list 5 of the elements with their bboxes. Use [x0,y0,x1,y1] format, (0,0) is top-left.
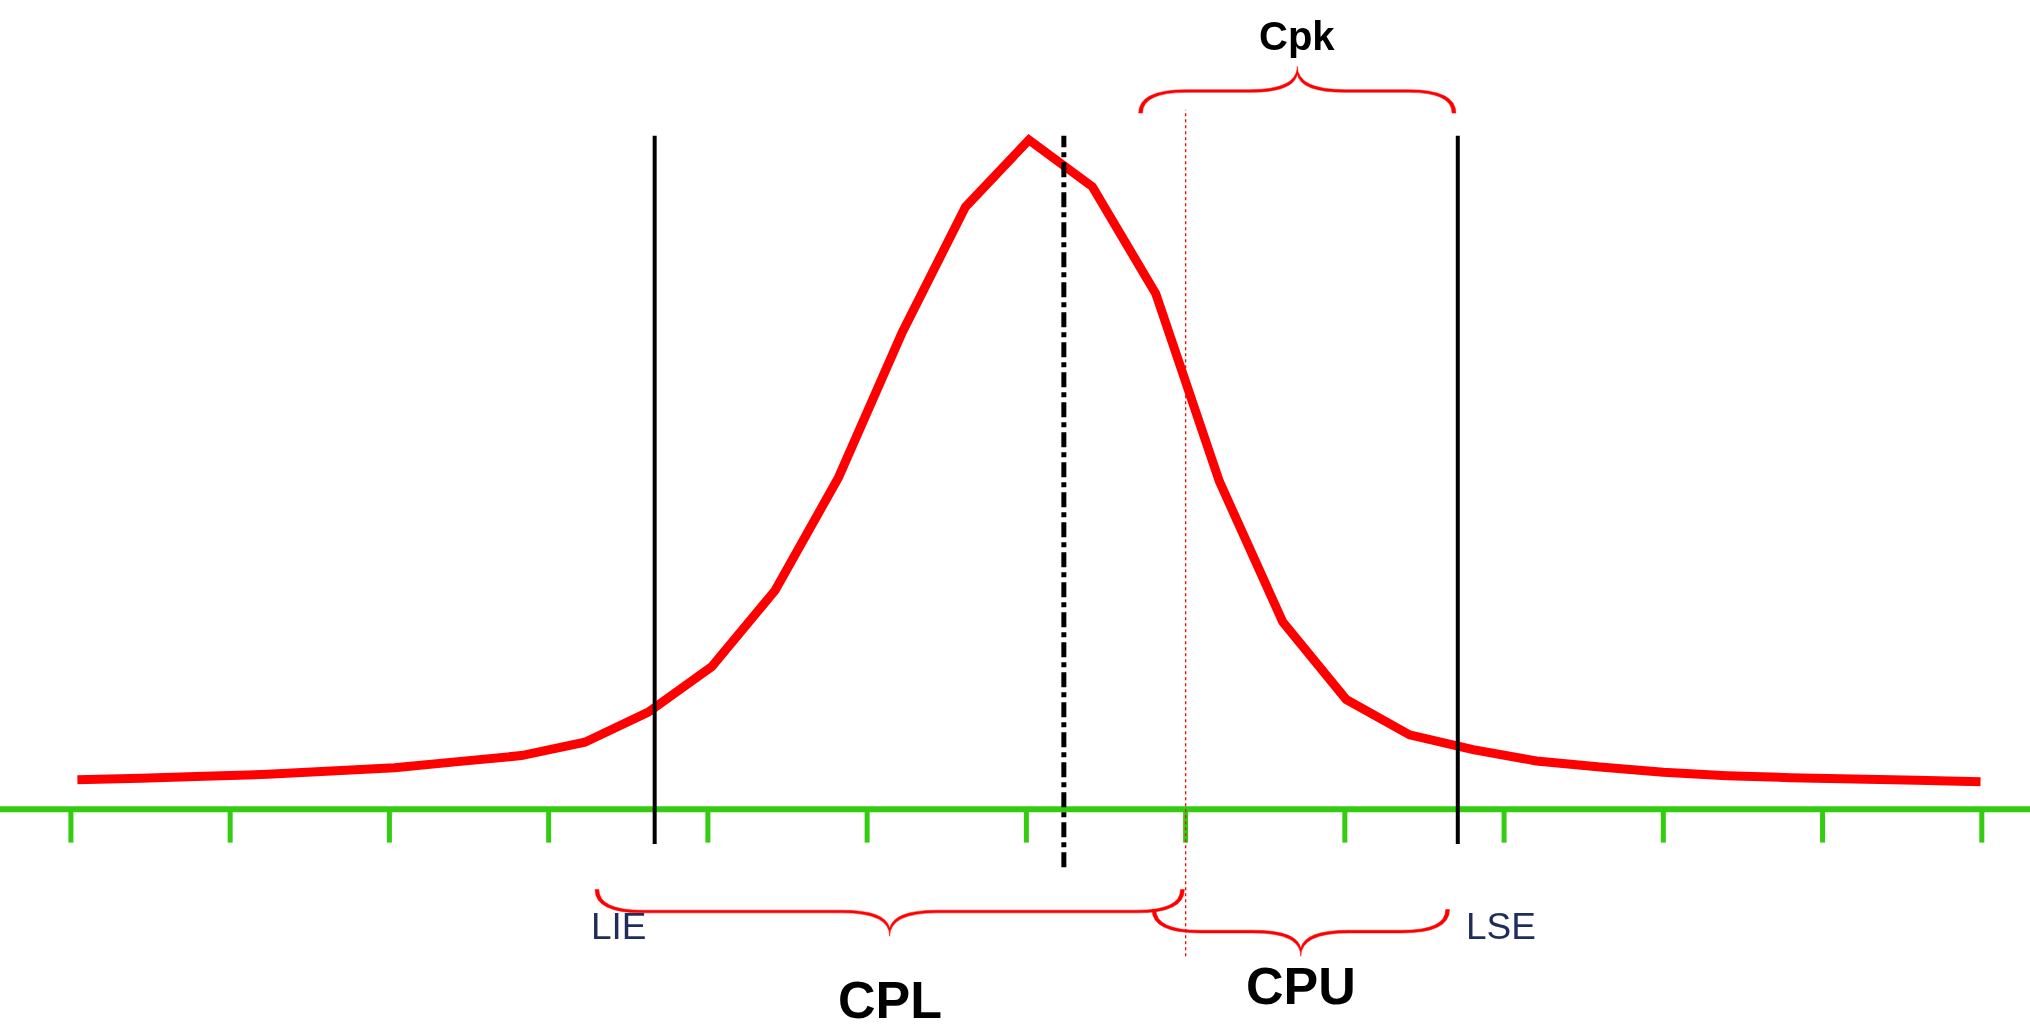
text: Cpk [1259,14,1336,58]
text: CPU [1246,957,1356,1015]
text: LIE [591,906,647,947]
text: LSE [1466,906,1536,947]
text: CPL [838,971,942,1029]
